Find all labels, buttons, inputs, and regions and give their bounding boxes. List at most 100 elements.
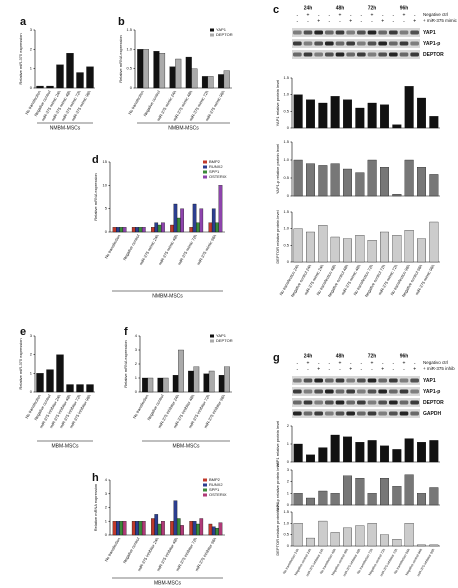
y-axis-label: YAP1 relative protein level	[275, 421, 280, 468]
legend-label: BMP2	[209, 477, 221, 482]
bar	[76, 384, 84, 393]
y-tick-label: 0.5	[126, 66, 132, 71]
bar	[193, 366, 200, 393]
sign: -	[328, 12, 330, 18]
x-axis-label: NMBM-MSCs	[168, 125, 199, 131]
y-tick-label: 0	[135, 389, 138, 394]
blot-band	[303, 378, 313, 383]
blot-band	[346, 52, 355, 57]
legend-swatch	[203, 165, 207, 169]
bar	[355, 235, 365, 263]
y-tick-label: 1.0	[126, 46, 132, 51]
panel-letter: b	[118, 16, 125, 28]
bar	[116, 521, 120, 536]
blot-band	[293, 30, 302, 35]
blot-band	[303, 400, 313, 405]
panel-letter: a	[20, 16, 27, 28]
y-tick-label: 1	[287, 490, 290, 495]
y-tick-label: 2	[30, 46, 33, 51]
sign: +	[413, 18, 416, 24]
blot-band	[325, 400, 334, 405]
blot-band	[357, 41, 366, 46]
legend-swatch	[210, 28, 214, 32]
blot-band	[325, 389, 334, 394]
y-tick-label: 1.0	[283, 520, 289, 525]
y-tick-label: 1.0	[283, 157, 289, 162]
bar	[185, 56, 192, 89]
y-tick-label: 0	[287, 193, 290, 198]
bar	[429, 440, 439, 463]
bar	[404, 523, 414, 547]
sign: +	[317, 18, 320, 24]
bar	[199, 208, 204, 233]
sign: -	[382, 360, 384, 366]
bar	[86, 384, 94, 393]
sign: +	[381, 366, 384, 372]
bar	[380, 167, 389, 197]
y-tick-label: 3	[105, 491, 108, 496]
blot-band	[378, 389, 387, 394]
blot-strip	[292, 28, 420, 37]
bar	[367, 240, 377, 263]
bar	[170, 224, 174, 233]
bar	[86, 66, 94, 89]
bar	[306, 454, 315, 463]
condition-label: Negative ctrl	[423, 12, 448, 17]
y-tick-label: 0	[287, 259, 290, 264]
bar	[189, 227, 194, 233]
bar	[306, 497, 315, 506]
bar	[343, 475, 352, 506]
bar	[404, 230, 414, 263]
y-axis-label: YAP1 relative protein level	[275, 80, 280, 127]
bar	[46, 85, 54, 89]
bar	[392, 124, 402, 129]
time-label: 24h	[304, 5, 313, 11]
bar	[404, 438, 414, 463]
legend-swatch	[203, 478, 207, 482]
bar	[178, 349, 184, 393]
bar	[392, 235, 402, 263]
y-axis-label: Relative mRNA expression	[123, 340, 128, 388]
y-tick-label: 0	[130, 85, 133, 90]
blot-strip	[292, 387, 420, 396]
sign: +	[403, 360, 406, 366]
blot-band	[399, 389, 409, 394]
sign: -	[350, 360, 352, 366]
bar	[180, 208, 184, 233]
bar	[330, 236, 340, 263]
y-tick-label: 1.0	[283, 92, 289, 97]
bar	[306, 537, 315, 547]
y-tick-label: 0	[287, 459, 290, 464]
legend-swatch	[210, 33, 214, 37]
bar	[343, 527, 352, 547]
sign: +	[317, 366, 320, 372]
blot-band	[293, 389, 302, 394]
blot-band	[325, 411, 334, 416]
band-label: YAP1-p	[423, 389, 440, 395]
blot-band	[303, 52, 313, 57]
legend-label: RUNX2	[209, 164, 223, 169]
bar	[46, 369, 54, 393]
blot-band	[357, 411, 366, 416]
bar	[122, 227, 127, 233]
x-tick-label: miR-375 mimic 48h	[157, 234, 179, 266]
bar	[142, 377, 148, 393]
bar	[215, 222, 219, 233]
blot-band	[335, 52, 345, 57]
sign: -	[318, 12, 320, 18]
sign: -	[371, 18, 373, 24]
y-tick-label: 0	[105, 532, 108, 537]
sign: -	[360, 12, 362, 18]
bar	[161, 521, 165, 536]
blot-band	[389, 30, 398, 35]
bar	[330, 532, 340, 547]
y-tick-label: 0.5	[283, 175, 289, 180]
bar	[154, 222, 159, 233]
panel-letter: g	[273, 352, 280, 364]
blot-band	[367, 52, 377, 57]
blot-band	[378, 411, 387, 416]
sign: +	[349, 18, 352, 24]
bar	[218, 375, 225, 393]
band-label: YAP1-p	[423, 41, 440, 47]
blot-band	[389, 41, 398, 46]
